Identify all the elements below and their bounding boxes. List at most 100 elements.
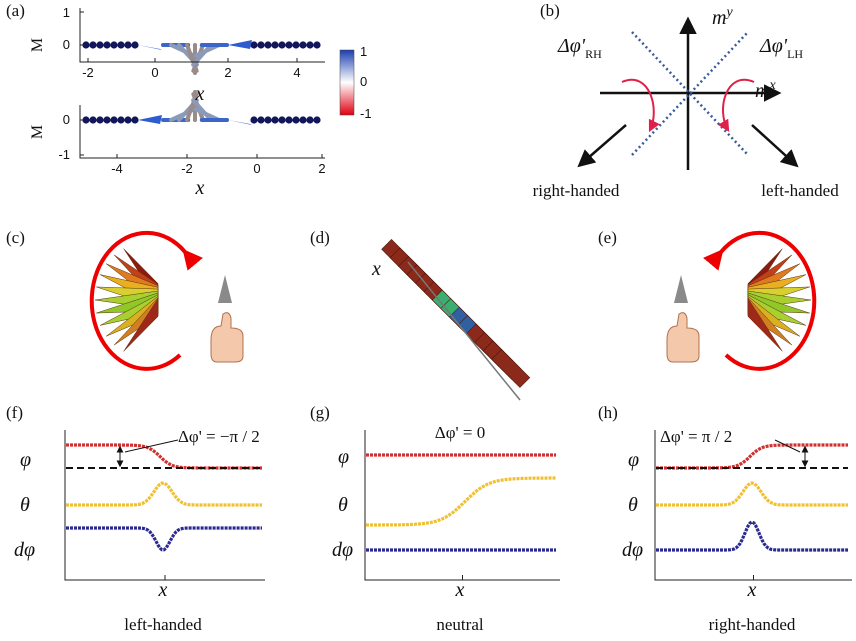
spin-dot (306, 116, 313, 123)
tick-label: 4 (293, 65, 300, 80)
panel-label: (e) (598, 228, 617, 247)
axis-label: my (712, 5, 733, 29)
label: θ (338, 494, 348, 516)
curve (66, 528, 262, 550)
label: dφ (332, 539, 353, 561)
text: RH (585, 47, 602, 61)
spin-dot (131, 116, 138, 123)
annotation: Δφ' = π / 2 (660, 427, 732, 446)
curve (66, 483, 262, 505)
hand (211, 313, 243, 362)
tick-label: 2 (224, 65, 231, 80)
panel-label: (a) (6, 1, 25, 20)
text: m (712, 7, 726, 29)
curve (656, 522, 848, 550)
panel-f: φ θ dφ x left-handed Δφ' = −π / 2 (14, 427, 260, 634)
caption: right-handed (533, 181, 620, 200)
spin-dot (96, 41, 103, 48)
text: m (755, 80, 769, 102)
label: φ (628, 449, 639, 471)
spin-dot (278, 116, 285, 123)
layout (65, 40, 852, 580)
arc-arrow (723, 80, 754, 130)
cone (674, 275, 688, 303)
panel-label: (c) (6, 228, 25, 247)
spin-dot (250, 41, 257, 48)
spin-dot (285, 41, 292, 48)
curve (656, 445, 848, 468)
tick-label: 2 (318, 161, 325, 176)
panel-label: (b) (540, 1, 560, 20)
text: Δφ' (759, 35, 788, 57)
spin-dot (124, 116, 131, 123)
spin-dot (278, 41, 285, 48)
text: y (724, 5, 733, 20)
spin-dot (271, 41, 278, 48)
y-label: M (29, 125, 46, 139)
caption: left-handed (124, 615, 202, 634)
spin-dot (292, 116, 299, 123)
x-label: x (455, 579, 465, 601)
spin-dot (292, 41, 299, 48)
spin-dot (271, 116, 278, 123)
spin-dot (257, 41, 264, 48)
panel-h: φ θ dφ x right-handed Δφ' = π / 2 (622, 427, 796, 634)
spin-dot (313, 116, 320, 123)
spin-dot (124, 41, 131, 48)
tick-label: 0 (253, 161, 260, 176)
tick-label: 0 (63, 37, 70, 52)
panel-label: (d) (310, 228, 330, 247)
label: Δφ'LH (759, 35, 803, 61)
spin-dot (250, 116, 257, 123)
spin-dot (117, 116, 124, 123)
curve (656, 483, 848, 505)
panel-label: (f) (6, 403, 23, 422)
spin-dot (285, 116, 292, 123)
cone (218, 275, 232, 303)
spin-dot (131, 41, 138, 48)
label: φ (20, 449, 31, 471)
annotation: Δφ' = −π / 2 (178, 427, 260, 446)
tick-label: -1 (58, 147, 70, 162)
x-label: x (195, 177, 205, 199)
arc-arrow (622, 80, 654, 130)
axis-label: mx (755, 78, 776, 102)
spin-arrow (138, 45, 162, 50)
text: Δφ' (557, 35, 586, 57)
arrow (752, 125, 796, 165)
spin-dot (110, 41, 117, 48)
label: φ (338, 446, 349, 468)
colorbar (340, 50, 354, 115)
figure: (a) (b) (c) (d) (e) (f) (g) (h) M 1 0 -2… (0, 0, 856, 641)
annotation: Δφ' = 0 (435, 423, 485, 442)
tick-label: 0 (151, 65, 158, 80)
text: LH (787, 47, 803, 61)
label: dφ (622, 539, 643, 561)
arrow (580, 125, 626, 165)
spin-dot (110, 116, 117, 123)
spin-arrow (138, 115, 162, 124)
axis-label: x (371, 258, 381, 280)
tick-label: -2 (181, 161, 193, 176)
panel-label: (h) (598, 403, 618, 422)
spin-dot (89, 116, 96, 123)
x-label: x (747, 579, 757, 601)
spin-dot (299, 116, 306, 123)
tick-label: 0 (63, 112, 70, 127)
label: θ (628, 494, 638, 516)
label: Δφ'RH (557, 35, 602, 61)
spin-dot (96, 116, 103, 123)
tick-label: -1 (360, 106, 372, 121)
spin-dot (264, 41, 271, 48)
spin-dot (103, 41, 110, 48)
curve (366, 478, 556, 525)
tick-label: 1 (63, 5, 70, 20)
caption: right-handed (709, 615, 796, 634)
axis (408, 262, 520, 400)
y-label: M (29, 38, 46, 52)
spin-dot (299, 41, 306, 48)
x-label: x (195, 83, 205, 105)
tick-label: 1 (360, 44, 367, 59)
x-label: x (158, 579, 168, 601)
spin-dot (89, 41, 96, 48)
